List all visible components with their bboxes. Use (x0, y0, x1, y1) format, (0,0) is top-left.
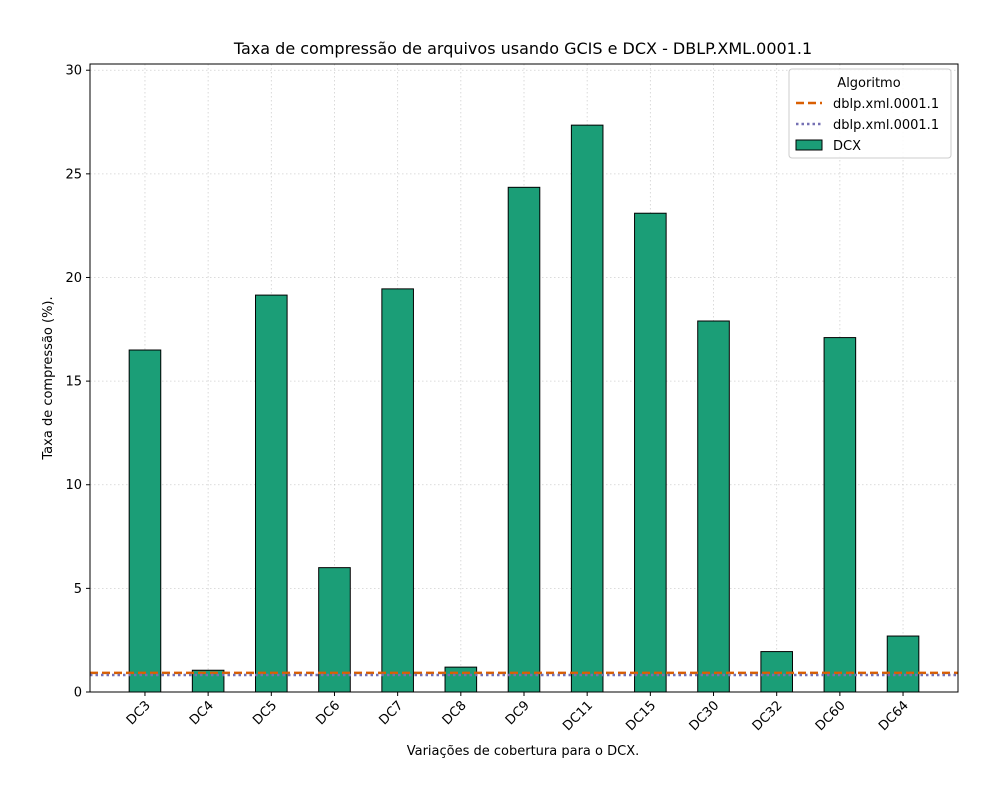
bar (444, 666, 478, 693)
bar (507, 186, 541, 693)
bar (823, 337, 857, 693)
x-tick-label: DC6 (313, 698, 343, 728)
bar (886, 635, 920, 693)
y-tick-label: 0 (74, 686, 82, 701)
y-tick-label: 10 (65, 478, 82, 493)
x-tick-label: DC4 (187, 698, 217, 728)
bar (570, 124, 604, 693)
bar (191, 669, 225, 693)
bar (634, 212, 667, 693)
bar (697, 320, 730, 693)
x-axis: DC3 DC4 DC5 DC6 DC7 DC8 DC9 DC11 DC15 DC30 DC32 DC6… (124, 692, 912, 734)
x-tick-label: DC15 (623, 698, 659, 734)
legend: Algoritmo dblp.xml.0001.1 dblp.xml.0001.… (788, 68, 952, 159)
y-tick-label: 15 (65, 375, 82, 390)
x-tick-label: DC32 (750, 698, 786, 734)
y-tick-label: 25 (65, 167, 82, 182)
y-tick-label: 5 (74, 582, 82, 597)
grid (90, 64, 958, 693)
bar (255, 294, 288, 693)
legend-swatch-bar (795, 139, 823, 151)
x-tick-label: DC64 (876, 698, 912, 734)
bar (128, 349, 162, 693)
x-tick-label: DC7 (377, 698, 407, 728)
legend-frame (788, 68, 952, 159)
legend-label: dblp.xml.0001.1 (833, 97, 939, 112)
legend-label: dblp.xml.0001.1 (833, 118, 939, 133)
x-tick-label: DC8 (440, 698, 470, 728)
bar (318, 567, 351, 693)
x-tick-label: DC11 (560, 698, 596, 734)
x-tick-label: DC60 (813, 698, 849, 734)
chart-title: Taxa de compressão de arquivos usando GC… (233, 39, 812, 58)
x-tick-label: DC3 (124, 698, 154, 728)
bar (381, 288, 414, 693)
y-tick-label: 30 (65, 64, 82, 79)
x-tick-label: DC9 (503, 698, 533, 728)
legend-label: DCX (833, 139, 861, 154)
x-tick-label: DC30 (687, 698, 723, 734)
y-axis: 0 5 10 15 20 25 30 (65, 64, 90, 701)
y-axis-label: Taxa de compressão (%). (41, 296, 56, 460)
x-axis-label: Variações de cobertura para o DCX. (407, 744, 640, 759)
x-tick-label: DC5 (250, 698, 280, 728)
reference-lines (90, 671, 958, 677)
bars (128, 124, 920, 693)
legend-title: Algoritmo (837, 76, 900, 91)
y-tick-label: 20 (65, 271, 82, 286)
